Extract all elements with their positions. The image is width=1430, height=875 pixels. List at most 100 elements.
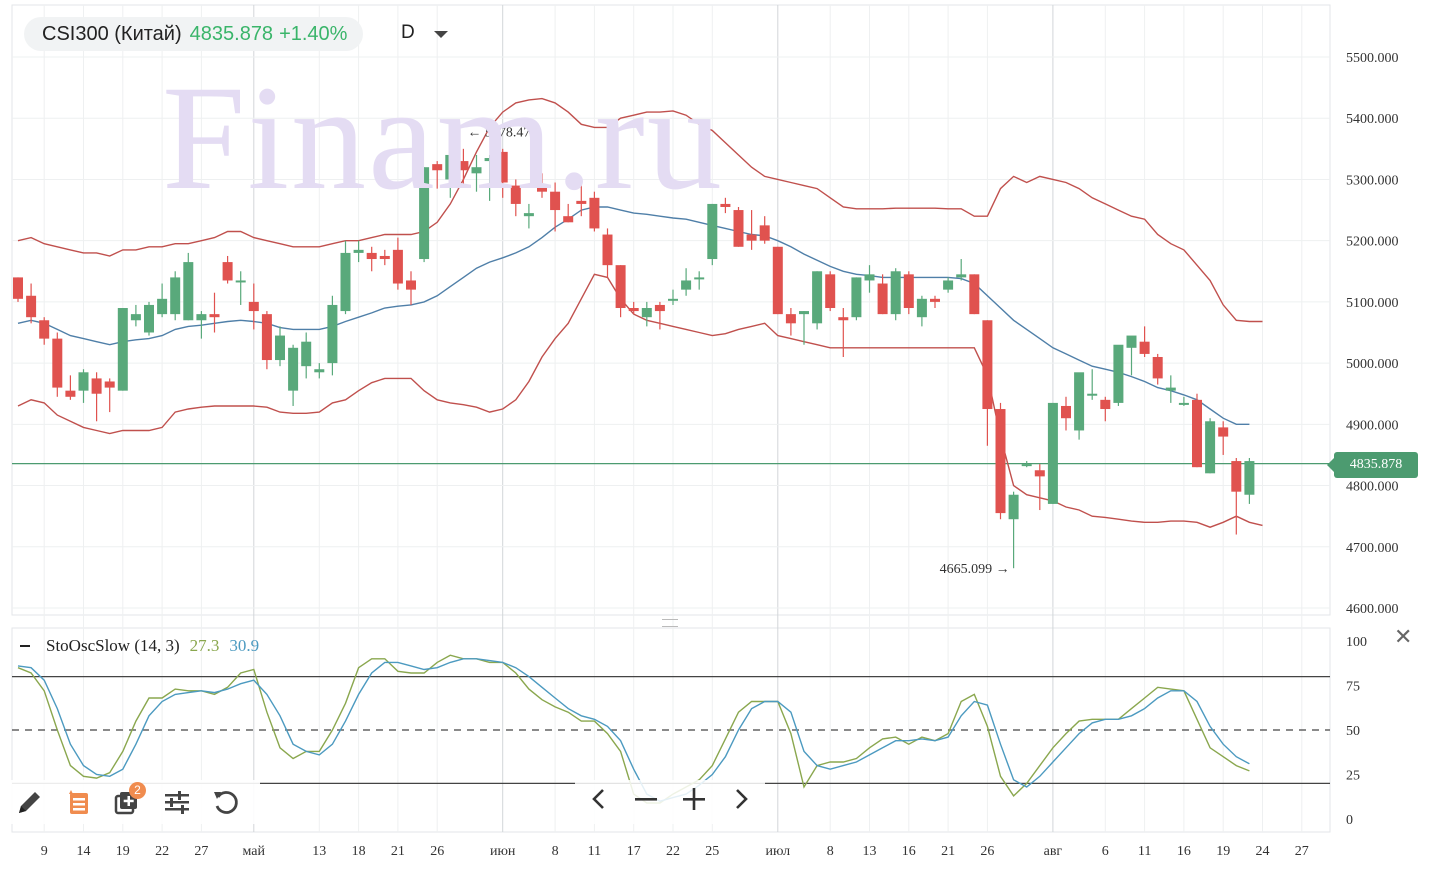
candle-body: [314, 369, 325, 373]
candle-body: [563, 216, 574, 223]
candle-body: [694, 277, 705, 280]
object-list-button[interactable]: [59, 782, 99, 822]
scroll-left-button[interactable]: [579, 786, 619, 818]
oscillator-tick-label: 75: [1346, 680, 1360, 695]
y-tick-label: 5000.000: [1346, 357, 1399, 372]
candle-body: [1192, 399, 1202, 468]
candle-body: [602, 234, 613, 266]
last-price-tag: 4835.878: [1327, 452, 1418, 478]
sliders-icon: [165, 791, 189, 814]
stoch-d-line: [17, 658, 1250, 802]
x-tick-label: 27: [194, 844, 208, 859]
x-tick-label: 19: [1216, 844, 1230, 859]
candle-body: [641, 308, 652, 318]
candle-body: [1034, 470, 1045, 477]
candle-body: [1008, 494, 1019, 520]
candle-body: [930, 298, 940, 302]
candle-body: [916, 298, 927, 318]
candle-body: [130, 314, 141, 321]
x-tick-label: 16: [1177, 844, 1191, 859]
candle-body: [812, 271, 823, 324]
indicator-legend: StoOscSlow (14, 3) 27.3 30.9: [20, 636, 259, 656]
x-tick-label: 11: [1138, 844, 1151, 859]
candle-body: [1113, 344, 1124, 403]
candle-body: [65, 390, 76, 397]
candle-body: [707, 203, 718, 260]
annotations: ← 5378.476 4665.099 →: [467, 125, 1009, 577]
symbol-name: CSI300 (Китай): [42, 22, 182, 45]
x-tick-label: 26: [980, 844, 994, 859]
x-tick-label: 16: [902, 844, 916, 859]
candle-body: [838, 317, 849, 321]
candle-body: [222, 262, 233, 281]
close-icon[interactable]: ✕: [1394, 624, 1413, 649]
minus-icon: [635, 798, 658, 801]
zoom-in-button[interactable]: [674, 786, 714, 818]
candle-body: [1047, 402, 1058, 504]
x-tick-label: 14: [77, 844, 91, 859]
interval-selector[interactable]: D: [401, 22, 415, 43]
indicator-name: StoOscSlow (14, 3): [46, 636, 180, 655]
y-tick-label: 5100.000: [1346, 296, 1399, 311]
candle-body: [327, 304, 338, 364]
candle-body: [248, 301, 259, 312]
candle-body: [668, 298, 678, 301]
draw-button[interactable]: [10, 782, 50, 822]
symbol-header[interactable]: CSI300 (Китай) 4835.878 +1.40%: [24, 17, 364, 51]
x-tick-label: июн: [490, 844, 516, 859]
candle-body: [183, 262, 194, 321]
candle-body: [484, 158, 495, 162]
candle-body: [1139, 341, 1150, 354]
add-indicator-button[interactable]: 2: [108, 782, 148, 822]
candle-body: [353, 249, 364, 253]
candle-body: [419, 167, 430, 260]
candle-body: [1205, 421, 1216, 474]
candle-body: [523, 213, 534, 217]
zoom-out-button[interactable]: [626, 786, 666, 818]
y-tick-label: 4600.000: [1346, 602, 1399, 617]
x-tick-label: 26: [430, 844, 444, 859]
candle-body: [969, 274, 980, 315]
candle-body: [746, 234, 757, 241]
candle-body: [235, 280, 246, 283]
candle-body: [995, 409, 1006, 514]
candlesticks: [13, 142, 1255, 569]
indicator-count-badge: 2: [129, 782, 146, 799]
candle-body: [1165, 387, 1176, 391]
candle-body: [91, 378, 102, 394]
chevron-down-icon[interactable]: [434, 31, 448, 38]
candle-body: [497, 151, 508, 183]
oscillator-tick-label: 0: [1346, 813, 1353, 828]
candle-body: [890, 271, 901, 315]
candle-body: [877, 283, 888, 315]
x-tick-label: 22: [666, 844, 680, 859]
candle-body: [1087, 393, 1098, 396]
settings-button[interactable]: [157, 782, 197, 822]
candle-body: [301, 341, 312, 367]
pencil-icon: [19, 792, 40, 813]
oscillator-tick-label: 25: [1346, 769, 1360, 784]
candle-body: [510, 185, 521, 204]
reset-button[interactable]: [206, 782, 246, 822]
undo-icon: [214, 791, 238, 814]
oscillator-tick-label: 100: [1346, 635, 1367, 650]
candle-body: [681, 280, 692, 290]
candle-body: [825, 274, 836, 309]
x-tick-label: 6: [1102, 844, 1109, 859]
pane-resize-handle[interactable]: [662, 619, 678, 627]
candle-body: [1178, 402, 1189, 405]
plus-icon: [682, 788, 705, 810]
candle-body: [432, 164, 443, 171]
axes: 9 14 19 22 27 май 13 18 21 26 июн 8 11 17 22 25 июл 8 13 16…: [41, 51, 1399, 859]
grid: [11, 4, 1331, 833]
x-tick-label: 27: [1295, 844, 1309, 859]
y-tick-label: 5200.000: [1346, 235, 1399, 250]
y-tick-label: 4800.000: [1346, 480, 1399, 495]
collapse-icon[interactable]: [20, 645, 30, 647]
candle-body: [1021, 464, 1032, 467]
scroll-right-button[interactable]: [721, 786, 761, 818]
candle-body: [1074, 372, 1085, 431]
candle-body: [144, 304, 154, 333]
candle-body: [52, 338, 63, 388]
